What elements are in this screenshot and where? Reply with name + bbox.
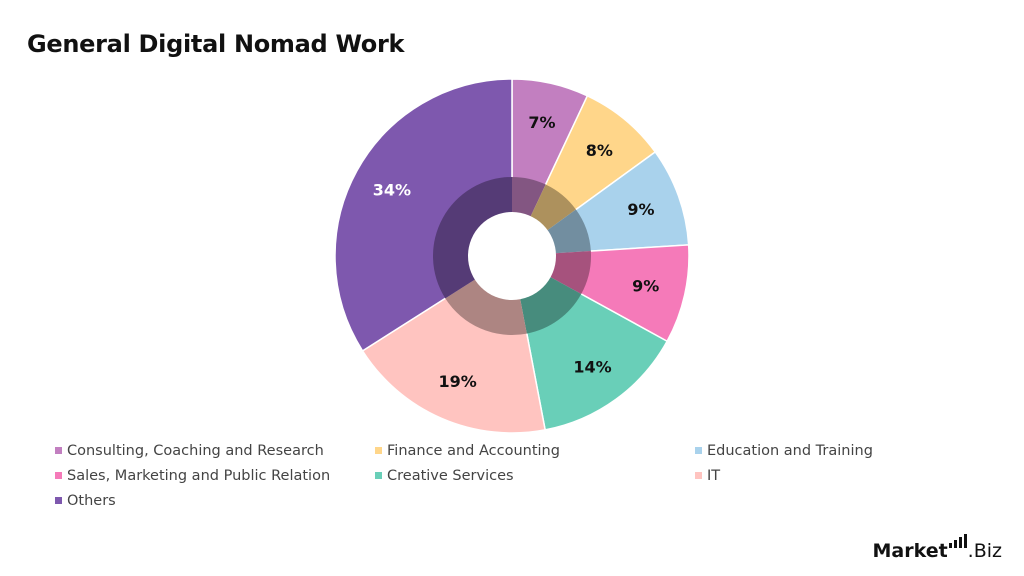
slice-label-1: 8% [586,141,613,160]
legend-swatch-6 [55,497,62,504]
legend-swatch-0 [55,447,62,454]
legend-swatch-3 [55,472,62,479]
legend-label-6: Others [67,492,116,509]
legend-item-4: Creative Services [375,466,695,485]
slice-labels: 7% 8% 9% 9% 14% 19% 34% [373,113,660,391]
legend-label-0: Consulting, Coaching and Research [67,442,324,459]
slice-label-4: 14% [573,357,611,376]
chart-title: General Digital Nomad Work [27,30,405,58]
legend-item-0: Consulting, Coaching and Research [55,441,375,460]
legend-item-5: IT [695,466,995,485]
donut-hole [468,212,556,300]
legend-item-2: Education and Training [695,441,995,460]
legend-label-2: Education and Training [707,442,873,459]
legend-swatch-1 [375,447,382,454]
legend-swatch-4 [375,472,382,479]
legend-item-3: Sales, Marketing and Public Relation [55,466,375,485]
legend-item-1: Finance and Accounting [375,441,695,460]
brand-bars-icon [948,534,967,548]
legend-label-4: Creative Services [387,467,514,484]
legend-swatch-2 [695,447,702,454]
brand-name: Market [872,540,948,562]
legend-swatch-5 [695,472,702,479]
slice-label-5: 19% [438,372,476,391]
legend-label-3: Sales, Marketing and Public Relation [67,467,331,484]
legend-label-1: Finance and Accounting [387,442,560,459]
chart-legend: Consulting, Coaching and Research Finance… [55,441,995,510]
legend-label-5: IT [707,467,721,484]
slice-label-6: 34% [373,181,411,200]
legend-item-6: Others [55,491,375,510]
slice-label-3: 9% [632,276,659,295]
brand-suffix: .Biz [967,540,1002,562]
brand-logo: Market .Biz [872,534,1002,562]
slice-label-0: 7% [528,113,555,132]
slice-label-2: 9% [627,200,654,219]
